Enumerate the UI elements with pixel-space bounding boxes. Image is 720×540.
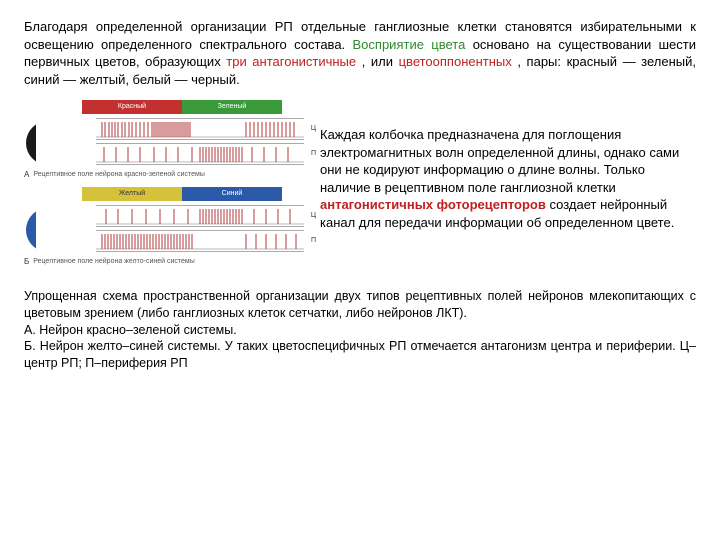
spike-a-p: П bbox=[96, 143, 304, 165]
bar-a-left: Красный bbox=[82, 100, 182, 114]
block-b: Желтый Синий Ц П Б Рецептивное поле нейр… bbox=[24, 187, 304, 268]
spike-b-c: Ц bbox=[96, 205, 304, 227]
bar-a-right: Зеленый bbox=[182, 100, 282, 114]
top-green: Восприятие цвета bbox=[353, 37, 466, 52]
caption-a: Рецептивное поле нейрона красно-зеленой … bbox=[33, 170, 205, 179]
middle-row: Красный Зеленый Ц П А Рецептивное поле н… bbox=[24, 100, 696, 274]
caption-b: Рецептивное поле нейрона желто-синей сис… bbox=[33, 257, 195, 266]
receptive-field-b bbox=[24, 206, 36, 254]
spike-b-p: П bbox=[96, 230, 304, 252]
middle-text: Каждая колбочка предназначена для поглощ… bbox=[320, 100, 696, 274]
bottom-paragraph: Упрощенная схема пространственной органи… bbox=[24, 288, 696, 372]
mid-red: антагонистичных фоторецепторов bbox=[320, 197, 546, 212]
mid-p1: Каждая колбочка предназначена для поглощ… bbox=[320, 127, 679, 195]
receptive-field-a bbox=[24, 119, 36, 167]
top-mid2: , или bbox=[362, 54, 399, 69]
top-paragraph: Благодаря определенной организации РП от… bbox=[24, 18, 696, 88]
label-b: Б bbox=[24, 257, 29, 268]
bottom-l2: А. Нейрон красно–зеленой системы. bbox=[24, 322, 696, 339]
top-red1: три антагонистичные bbox=[226, 54, 356, 69]
label-a: А bbox=[24, 170, 29, 181]
bottom-l1: Упрощенная схема пространственной органи… bbox=[24, 288, 696, 322]
bottom-l3: Б. Нейрон желто–синей системы. У таких ц… bbox=[24, 338, 696, 372]
top-red2: цветооппонентных bbox=[399, 54, 512, 69]
diagram-column: Красный Зеленый Ц П А Рецептивное поле н… bbox=[24, 100, 304, 274]
colorbar-a: Красный Зеленый bbox=[82, 100, 282, 114]
spike-a-c: Ц bbox=[96, 118, 304, 140]
block-a: Красный Зеленый Ц П А Рецептивное поле н… bbox=[24, 100, 304, 181]
bar-b-left: Желтый bbox=[82, 187, 182, 201]
colorbar-b: Желтый Синий bbox=[82, 187, 282, 201]
bar-b-right: Синий bbox=[182, 187, 282, 201]
